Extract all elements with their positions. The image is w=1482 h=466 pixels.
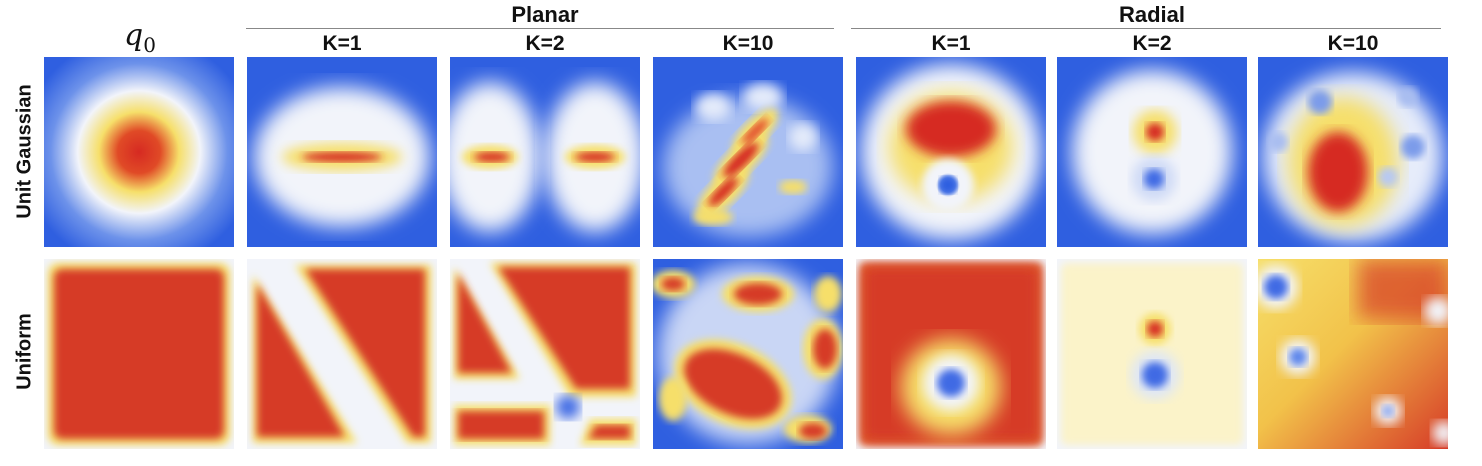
panel-uniform-planar-k10	[653, 259, 843, 449]
group-rule-radial	[851, 28, 1441, 29]
panel-uniform-planar-k2	[450, 259, 640, 449]
column-label-planar-k2: K=2	[525, 32, 565, 55]
panel-uniform-radial-k1	[856, 259, 1046, 449]
panel-uniform-q0	[44, 259, 234, 449]
column-label-radial-k2: K=2	[1132, 32, 1172, 55]
group-title-radial: Radial	[1118, 2, 1186, 27]
column-label-planar-k10: K=10	[722, 32, 774, 55]
panel-gaussian-planar-k1	[247, 57, 437, 247]
panel-gaussian-planar-k10	[653, 57, 843, 247]
panel-gaussian-planar-k2	[450, 57, 640, 247]
panel-gaussian-q0	[44, 57, 234, 247]
row-label-uniform: Uniform	[13, 313, 36, 390]
group-title-planar: Planar	[511, 2, 579, 27]
column-label-radial-k1: K=1	[931, 32, 971, 55]
q0-symbol: q	[124, 18, 144, 53]
panel-gaussian-radial-k10	[1258, 57, 1448, 247]
column-label-radial-k10: K=10	[1327, 32, 1379, 55]
panel-gaussian-radial-k1	[856, 57, 1046, 247]
q0-subscript: 0	[143, 33, 156, 57]
panel-uniform-planar-k1	[247, 259, 437, 449]
group-rule-planar	[246, 28, 834, 29]
column-label-q0: q0	[124, 18, 156, 57]
row-label-unit-gaussian: Unit Gaussian	[13, 84, 36, 219]
column-label-planar-k1: K=1	[322, 32, 362, 55]
panel-gaussian-radial-k2	[1057, 57, 1247, 247]
panel-uniform-radial-k10	[1258, 259, 1448, 449]
panel-uniform-radial-k2	[1057, 259, 1247, 449]
